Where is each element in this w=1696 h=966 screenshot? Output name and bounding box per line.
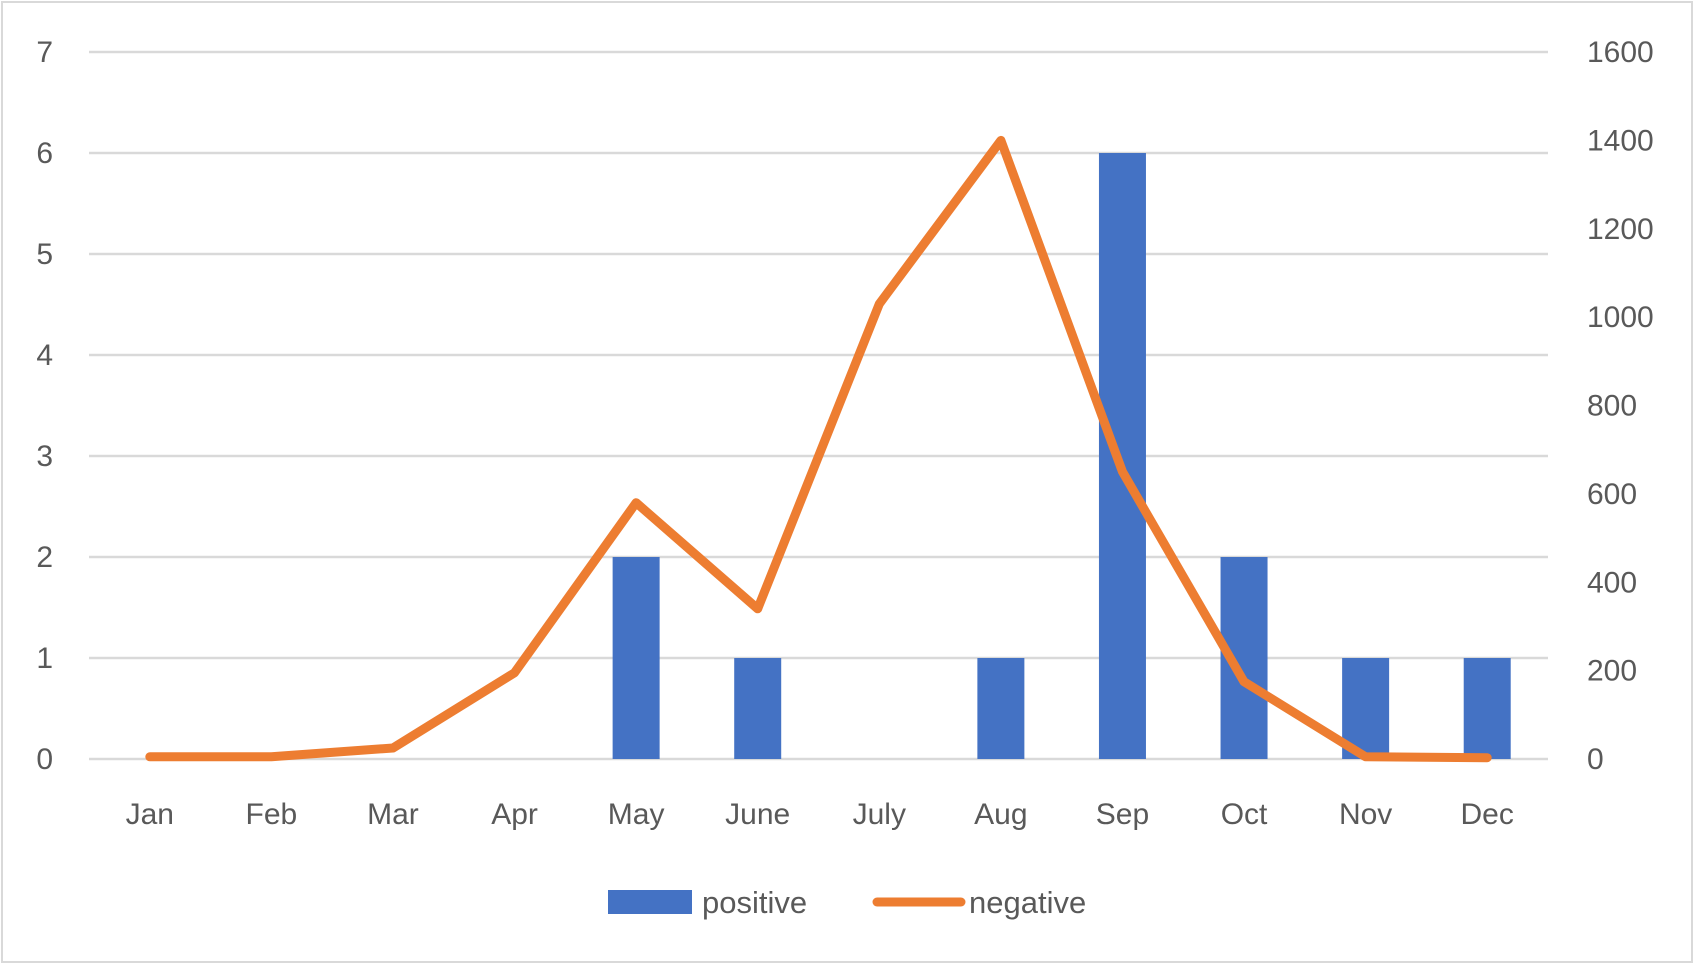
legend-positive-label: positive (702, 885, 807, 920)
left-tick-label: 5 (36, 238, 53, 271)
right-tick-label: 200 (1587, 655, 1637, 688)
x-axis-ticks: Jan Feb Mar Apr May June July Aug Sep Oct Nov Dec (126, 798, 1514, 831)
right-tick-label: 1400 (1587, 124, 1654, 157)
x-tick-label: May (608, 798, 665, 831)
left-axis-ticks: 0 1 2 3 4 5 6 7 (36, 36, 53, 776)
positive-bars (612, 153, 1511, 759)
x-tick-label: Mar (367, 798, 419, 831)
bar-positive (612, 557, 660, 759)
right-tick-label: 1000 (1587, 301, 1654, 334)
x-tick-label: Oct (1221, 798, 1268, 831)
left-tick-label: 3 (36, 440, 53, 473)
x-tick-label: Sep (1096, 798, 1149, 831)
bar-positive (1098, 153, 1146, 759)
left-tick-label: 2 (36, 541, 53, 574)
right-tick-label: 400 (1587, 566, 1637, 599)
right-tick-label: 1600 (1587, 36, 1654, 69)
negative-line-layer (145, 135, 1492, 763)
line-negative (145, 135, 1492, 763)
bar-positive (1463, 658, 1511, 759)
x-tick-label: Aug (974, 798, 1027, 831)
x-tick-label: Feb (246, 798, 298, 831)
legend-positive-swatch (608, 890, 692, 914)
right-tick-label: 0 (1587, 743, 1604, 776)
legend: positive negative (608, 885, 1086, 920)
x-tick-label: July (853, 798, 906, 831)
right-axis-ticks: 0 200 400 600 800 1000 1200 1400 1600 (1587, 36, 1654, 776)
x-tick-label: Apr (491, 798, 538, 831)
right-tick-label: 600 (1587, 478, 1637, 511)
gridlines (89, 50, 1548, 761)
x-tick-label: Dec (1461, 798, 1514, 831)
left-tick-label: 7 (36, 36, 53, 69)
right-tick-label: 800 (1587, 390, 1637, 423)
x-tick-label: Jan (126, 798, 174, 831)
x-tick-label: June (725, 798, 790, 831)
left-tick-label: 1 (36, 642, 53, 675)
left-tick-label: 6 (36, 137, 53, 170)
bar-positive (734, 658, 782, 759)
left-tick-label: 4 (36, 339, 53, 372)
combo-chart: 0 1 2 3 4 5 6 7 0 200 400 600 800 1000 1200 1400 1600 J… (36, 36, 1654, 920)
x-tick-label: Nov (1339, 798, 1392, 831)
legend-negative-label: negative (969, 885, 1086, 920)
left-tick-label: 0 (36, 743, 53, 776)
bar-positive (977, 658, 1025, 759)
right-tick-label: 1200 (1587, 213, 1654, 246)
